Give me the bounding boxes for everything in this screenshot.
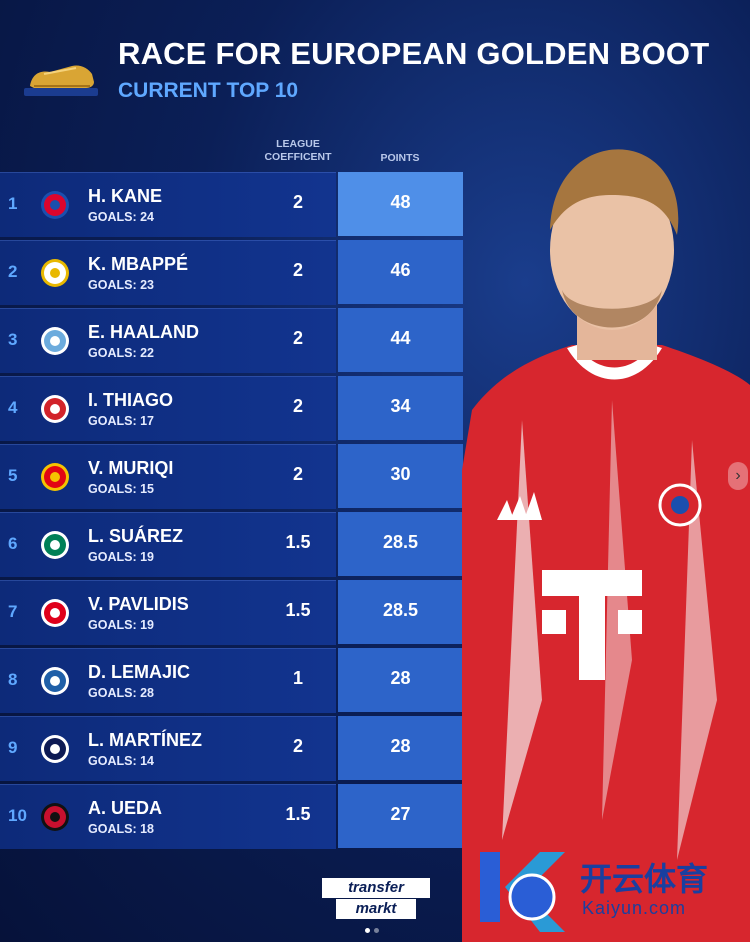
rank: 3 [8,330,18,349]
carousel-dot-active[interactable] [365,928,370,933]
player-goals: GOALS: 28 [88,686,154,700]
points-cell: 28 [338,648,463,712]
league-coefficient: 2 [292,328,303,348]
league-coefficient: 1 [292,668,303,688]
rank: 8 [8,670,18,689]
page-subtitle: CURRENT TOP 10 [118,79,299,102]
rank: 5 [8,466,18,485]
player-photo [462,149,750,942]
real-madrid-crest-icon [41,259,69,287]
points-value: 34 [390,396,411,416]
points-value: 28 [390,668,411,688]
logo-line1: transfer [322,878,430,898]
next-slide-arrow[interactable]: › [728,462,748,490]
table-row: 2 K. MBAPPÉ GOALS: 23 2 46 [0,240,463,305]
points-value: 30 [390,464,411,484]
logo-line2: markt [336,899,416,919]
mallorca-crest-icon [41,463,69,491]
table-row: 8 D. LEMAJIC GOALS: 28 1 28 [0,648,463,713]
man-city-crest-icon [41,327,69,355]
player-name: I. THIAGO [88,390,173,410]
standings-table: 1 H. KANE GOALS: 24 2 48 2 K. MBAPPÉ GOA… [0,172,463,852]
player-name: D. LEMAJIC [88,662,191,682]
riga-crest-icon [41,667,69,695]
player-name: H. KANE [88,186,163,206]
table-row: 4 I. THIAGO GOALS: 17 2 34 [0,376,463,441]
player-goals: GOALS: 24 [88,210,154,224]
points-value: 27 [390,804,411,824]
rank: 10 [8,806,27,825]
watermark-cn: 开云体育 [580,861,709,897]
rank: 2 [8,262,18,281]
player-name: V. MURIQI [88,458,174,478]
player-goals: GOALS: 14 [88,754,154,768]
player-goals: GOALS: 23 [88,278,154,292]
watermark-en: Kaiyun.com [582,898,687,918]
player-goals: GOALS: 15 [88,482,154,496]
table-row: 6 L. SUÁREZ GOALS: 19 1.5 28.5 [0,512,463,577]
league-coefficient: 2 [292,464,303,484]
league-coefficient: 2 [292,396,303,416]
player-goals: GOALS: 18 [88,822,154,836]
player-name: K. MBAPPÉ [88,254,189,274]
player-name: E. HAALAND [88,322,199,342]
points-cell: 28 [338,716,463,780]
player-goals: GOALS: 19 [88,550,154,564]
points-cell: 30 [338,444,463,508]
points-cell: 28.5 [338,580,463,644]
points-value: 28.5 [382,532,419,552]
inter-crest-icon [41,735,69,763]
player-name: V. PAVLIDIS [88,594,189,614]
column-header-points: POINTS [380,152,420,164]
player-goals: GOALS: 19 [88,618,154,632]
points-cell: 34 [338,376,463,440]
table-row: 7 V. PAVLIDIS GOALS: 19 1.5 28.5 [0,580,463,645]
player-name: L. MARTÍNEZ [88,730,202,750]
bayern-crest-icon [41,191,69,219]
page-title: RACE FOR EUROPEAN GOLDEN BOOT [118,36,710,71]
points-value: 28 [390,736,411,756]
points-cell: 46 [338,240,463,304]
points-value: 48 [390,192,411,212]
rank: 1 [8,194,18,213]
league-coefficient: 1.5 [285,600,311,620]
points-cell: 44 [338,308,463,372]
player-name: L. SUÁREZ [88,526,184,546]
rank: 9 [8,738,18,757]
feyenoord-crest-icon [41,803,69,831]
table-row: 3 E. HAALAND GOALS: 22 2 44 [0,308,463,373]
points-value: 28.5 [382,600,419,620]
benfica-crest-icon [41,599,69,627]
carousel-dot[interactable] [374,928,379,933]
column-header-coefficient: LEAGUE COEFFICENT [264,138,332,163]
carousel-dots[interactable] [365,928,385,934]
player-goals: GOALS: 17 [88,414,154,428]
league-coefficient: 2 [292,192,303,212]
points-value: 44 [390,328,411,348]
transfermarkt-logo: transfer markt [322,878,430,920]
header: RACE FOR EUROPEAN GOLDEN BOOT CURRENT TO… [0,0,750,130]
rank: 7 [8,602,18,621]
rank: 4 [8,398,18,417]
golden-boot-icon [24,65,98,96]
league-coefficient: 2 [292,736,303,756]
table-row: 9 L. MARTÍNEZ GOALS: 14 2 28 [0,716,463,781]
table-row: 10 A. UEDA GOALS: 18 1.5 27 [0,784,463,849]
sporting-crest-icon [41,531,69,559]
kaiyun-logo-icon [480,852,565,932]
watermark: 开云体育 Kaiyun.com [470,842,750,942]
points-value: 46 [390,260,411,280]
rank: 6 [8,534,18,553]
table-row: 5 V. MURIQI GOALS: 15 2 30 [0,444,463,509]
brentford-crest-icon [41,395,69,423]
league-coefficient: 1.5 [285,532,311,552]
player-goals: GOALS: 22 [88,346,154,360]
points-cell: 48 [338,172,463,236]
player-name: A. UEDA [88,798,163,818]
league-coefficient: 1.5 [285,804,311,824]
points-cell: 28.5 [338,512,463,576]
table-row: 1 H. KANE GOALS: 24 2 48 [0,172,463,237]
points-cell: 27 [338,784,463,848]
league-coefficient: 2 [292,260,303,280]
